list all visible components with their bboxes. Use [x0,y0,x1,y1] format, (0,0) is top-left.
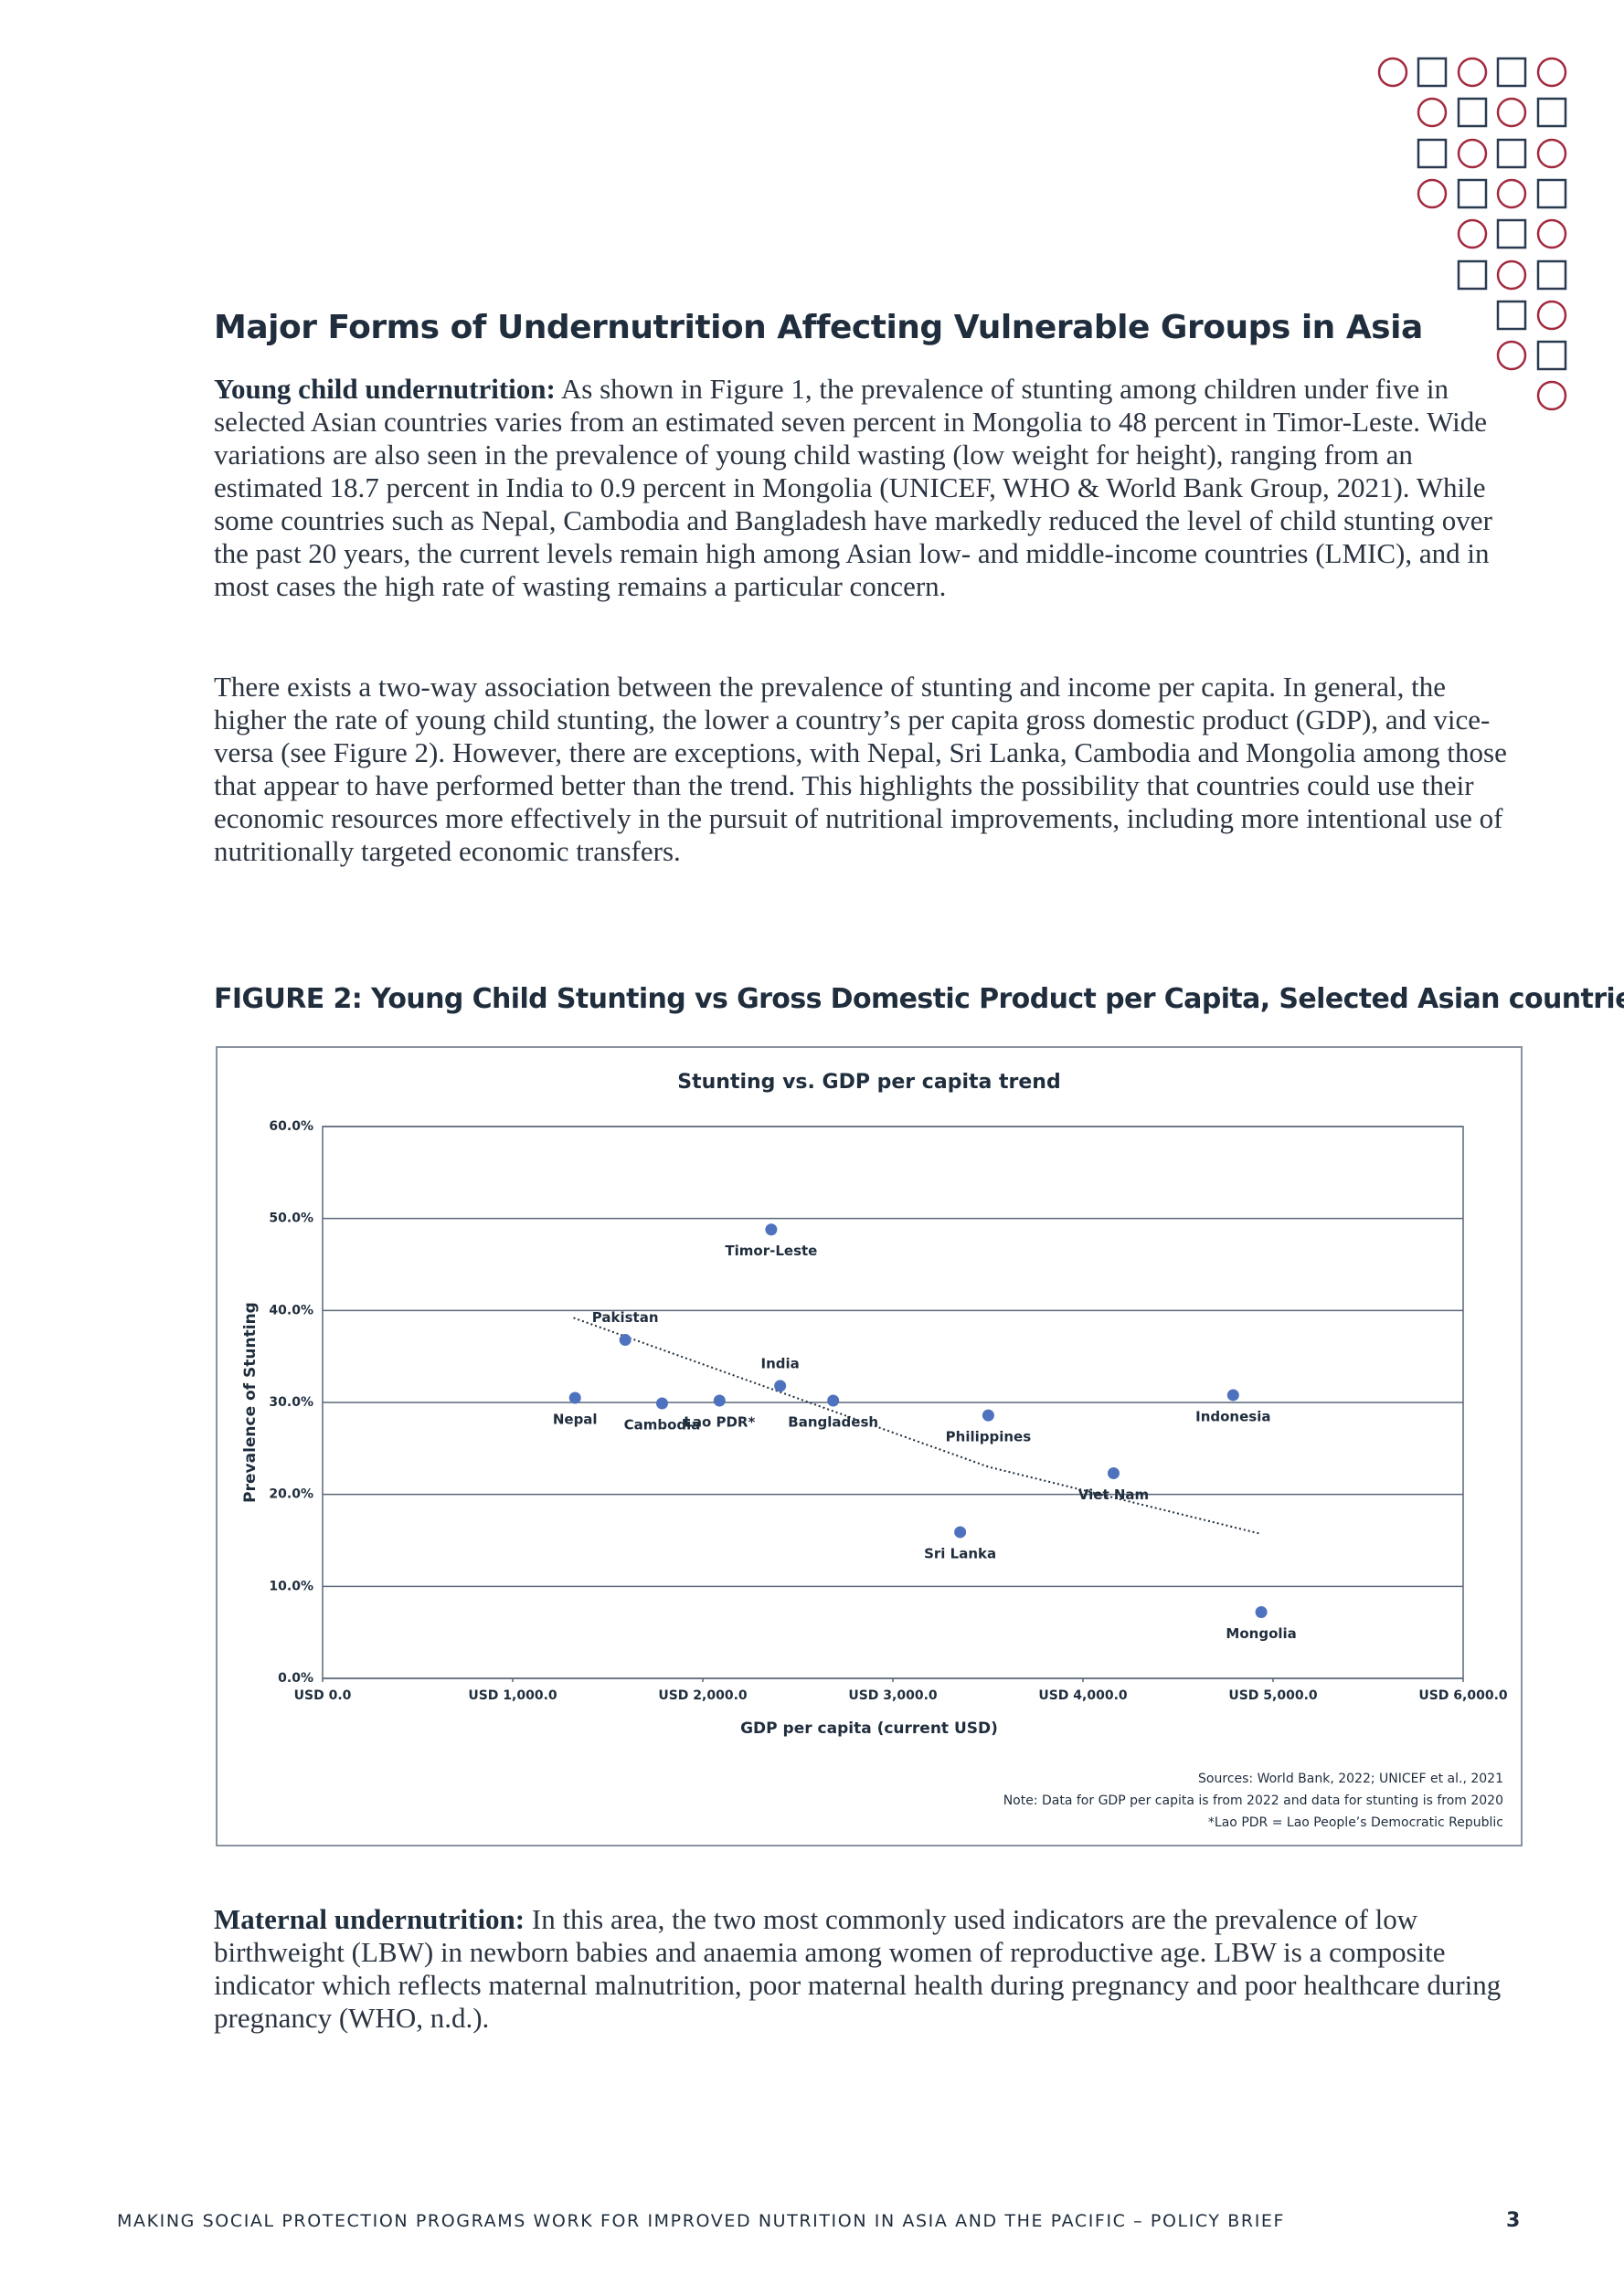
paragraph-text: There exists a two-way association betwe… [214,671,1507,867]
deco-circle [1457,138,1488,169]
deco-square [1496,218,1527,249]
data-point [619,1334,632,1347]
data-point [713,1394,726,1407]
deco-circle [1496,178,1527,209]
point-label: Mongolia [1226,1625,1296,1642]
x-tick-label: USD 3,000.0 [848,1688,938,1703]
deco-circle [1536,218,1567,249]
deco-circle [1417,97,1448,128]
deco-square [1417,138,1448,169]
paragraph-text: In this area, the two most commonly used… [214,1903,1502,2034]
point-label: Viet Nam [1078,1487,1149,1503]
deco-circle [1417,178,1448,209]
deco-square [1496,57,1527,88]
deco-circle [1536,57,1567,88]
deco-circle [1377,57,1408,88]
deco-circle [1536,138,1567,169]
x-axis-label: GDP per capita (current USD) [740,1719,998,1738]
y-tick-label: 60.0% [269,1119,313,1134]
chart-title: Stunting vs. GDP per capita trend [677,1071,1060,1094]
x-tick-label: USD 0.0 [294,1688,352,1703]
deco-circle [1496,97,1527,128]
x-tick-label: USD 2,000.0 [658,1688,748,1703]
data-point [827,1394,840,1407]
deco-circle [1536,380,1567,411]
x-tick-label: USD 1,000.0 [468,1688,557,1703]
point-label: Pakistan [592,1309,659,1326]
deco-square [1536,259,1567,291]
deco-circle [1536,300,1567,331]
point-label: Sri Lanka [924,1545,996,1561]
data-point [1255,1606,1268,1619]
y-tick-label: 30.0% [269,1395,313,1410]
chart-note: Note: Data for GDP per capita is from 20… [1003,1793,1503,1808]
data-point [1107,1467,1120,1480]
paragraph: Maternal undernutrition: In this area, t… [214,1903,1512,2035]
paragraph-lead: Young child undernutrition: [214,373,556,405]
data-point [655,1397,668,1410]
y-tick-label: 20.0% [269,1487,313,1502]
x-tick-label: USD 6,000.0 [1418,1688,1508,1703]
y-axis-label: Prevalence of Stunting [241,1302,260,1503]
chart-note: *Lao PDR = Lao People’s Democratic Repub… [1208,1815,1503,1830]
data-point [982,1409,994,1422]
data-point [765,1223,778,1236]
deco-square [1417,57,1448,88]
point-label: India [761,1355,800,1371]
footer: MAKING SOCIAL PROTECTION PROGRAMS WORK F… [117,2211,1286,2231]
point-label: Cambodia [624,1417,701,1434]
heading: Major Forms of Undernutrition Affecting … [214,309,1423,346]
y-tick-label: 40.0% [269,1303,313,1317]
deco-square [1496,138,1527,169]
y-tick-label: 10.0% [269,1579,313,1593]
data-point [774,1380,787,1392]
deco-square [1457,178,1488,209]
deco-square [1536,340,1567,371]
deco-circle [1496,259,1527,291]
y-tick-label: 50.0% [269,1211,313,1226]
x-tick-label: USD 4,000.0 [1038,1688,1128,1703]
plot-border [322,1126,1464,1679]
deco-square [1536,178,1567,209]
trend-line [573,1317,1262,1535]
point-label: Indonesia [1195,1408,1270,1424]
paragraph-text: As shown in Figure 1, the prevalence of … [214,373,1492,602]
chart-note: Sources: World Bank, 2022; UNICEF et al.… [1198,1772,1503,1786]
data-point [1226,1389,1239,1402]
data-point [568,1391,581,1404]
point-label: Philippines [946,1429,1032,1445]
deco-circle [1457,57,1488,88]
point-label: Nepal [553,1411,598,1427]
page-number: 3 [1506,2209,1521,2232]
deco-circle [1496,340,1527,371]
deco-square [1536,97,1567,128]
deco-square [1457,259,1488,291]
figure-title: FIGURE 2: Young Child Stunting vs Gross … [214,983,1624,1015]
paragraph: Young child undernutrition: As shown in … [214,373,1512,603]
point-label: Timor-Leste [725,1243,817,1259]
data-point [954,1526,967,1539]
paragraph-lead: Maternal undernutrition: [214,1903,525,1935]
x-tick-label: USD 5,000.0 [1228,1688,1318,1703]
chart: Stunting vs. GDP per capita trend GDP pe… [241,1071,1508,1830]
paragraph: There exists a two-way association betwe… [214,671,1512,868]
decoration [1377,57,1567,411]
deco-square [1496,300,1527,331]
deco-square [1457,97,1488,128]
y-tick-label: 0.0% [278,1671,313,1686]
chart-frame: Stunting vs. GDP per capita trend GDP pe… [216,1046,1523,1846]
deco-circle [1457,218,1488,249]
point-label: Lao PDR* [684,1413,755,1430]
point-label: Bangladesh [788,1413,878,1430]
